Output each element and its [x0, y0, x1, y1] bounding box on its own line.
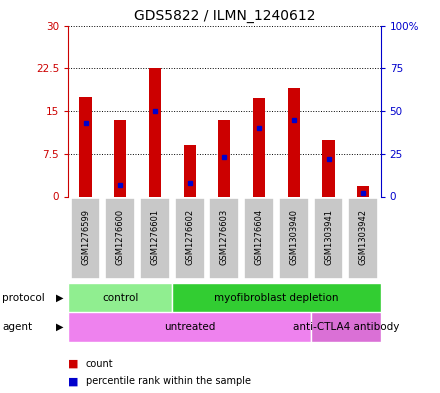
Bar — [140, 198, 170, 279]
Bar — [209, 198, 239, 279]
Text: ▶: ▶ — [55, 322, 63, 332]
Bar — [149, 68, 161, 196]
Text: ▶: ▶ — [55, 293, 63, 303]
Text: GSM1276599: GSM1276599 — [81, 209, 90, 265]
Bar — [183, 145, 196, 196]
Bar — [114, 119, 126, 196]
Bar — [244, 198, 274, 279]
Text: anti-CTLA4 antibody: anti-CTLA4 antibody — [293, 322, 399, 332]
Title: GDS5822 / ILMN_1240612: GDS5822 / ILMN_1240612 — [134, 9, 315, 23]
Text: GSM1276604: GSM1276604 — [255, 209, 264, 265]
Text: GSM1276602: GSM1276602 — [185, 209, 194, 265]
Bar — [218, 119, 231, 196]
Bar — [80, 97, 92, 196]
Text: ■: ■ — [68, 358, 79, 369]
Text: protocol: protocol — [2, 293, 45, 303]
Bar — [71, 198, 100, 279]
Bar — [348, 198, 378, 279]
Text: myofibroblast depletion: myofibroblast depletion — [214, 293, 339, 303]
Bar — [323, 140, 334, 196]
Text: GSM1303942: GSM1303942 — [359, 209, 368, 265]
Bar — [288, 88, 300, 196]
Text: count: count — [86, 358, 114, 369]
Bar — [311, 312, 381, 342]
Bar — [68, 312, 311, 342]
Text: agent: agent — [2, 322, 32, 332]
Text: control: control — [102, 293, 139, 303]
Text: GSM1276600: GSM1276600 — [116, 209, 125, 265]
Bar — [357, 186, 369, 196]
Bar — [279, 198, 309, 279]
Text: untreated: untreated — [164, 322, 215, 332]
Text: ■: ■ — [68, 376, 79, 386]
Text: GSM1303941: GSM1303941 — [324, 209, 333, 265]
Bar — [68, 283, 172, 312]
Bar — [253, 99, 265, 196]
Bar — [172, 283, 381, 312]
Text: GSM1303940: GSM1303940 — [290, 209, 298, 265]
Text: GSM1276603: GSM1276603 — [220, 209, 229, 265]
Bar — [314, 198, 344, 279]
Bar — [105, 198, 135, 279]
Text: percentile rank within the sample: percentile rank within the sample — [86, 376, 251, 386]
Bar — [175, 198, 205, 279]
Text: GSM1276601: GSM1276601 — [150, 209, 159, 265]
